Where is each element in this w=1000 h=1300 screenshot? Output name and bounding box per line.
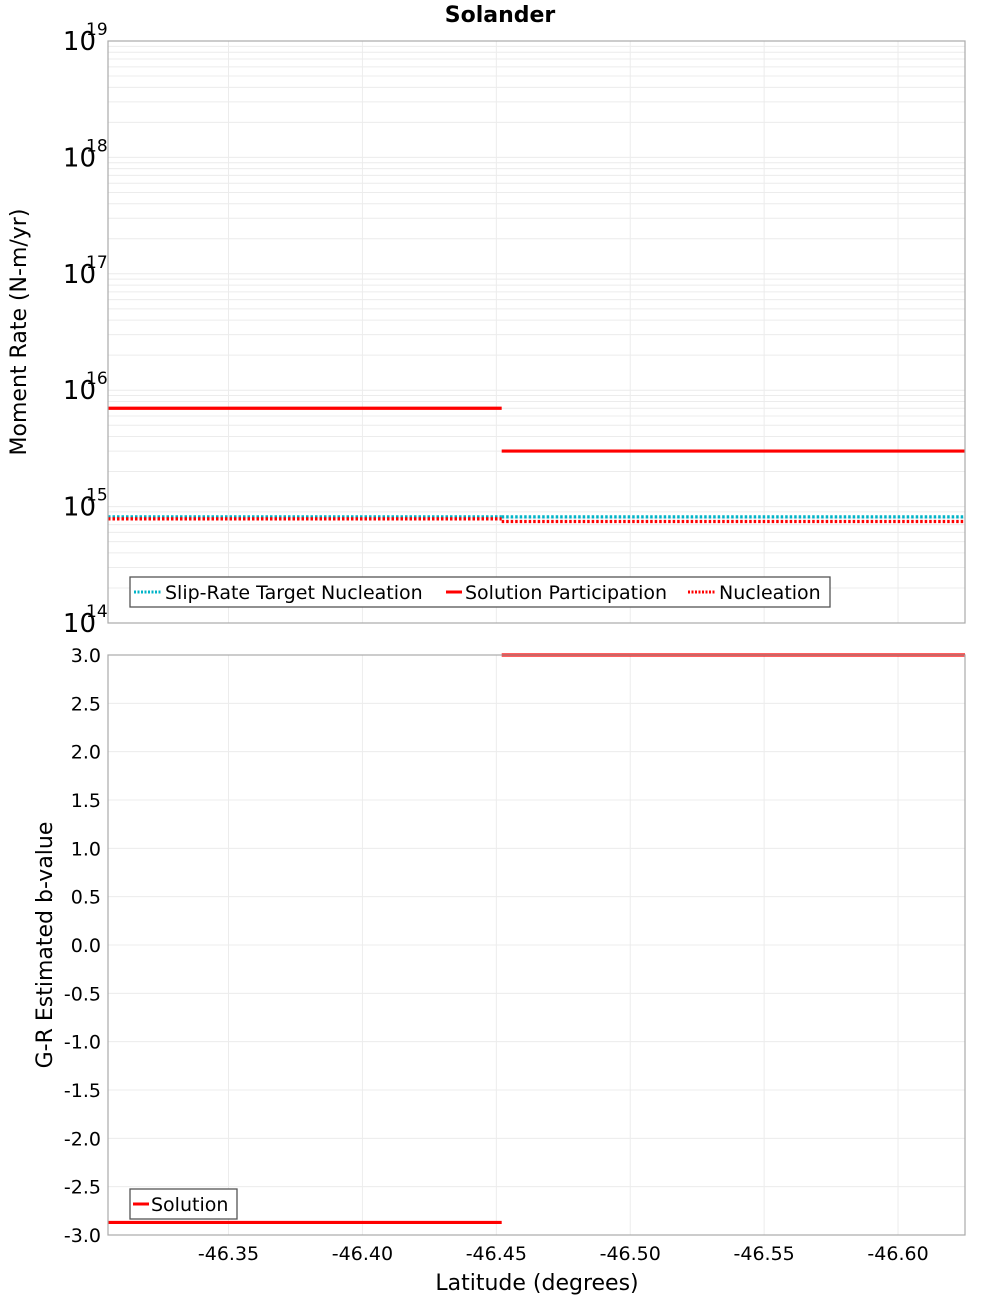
y-tick-label: -2.5 <box>64 1177 101 1199</box>
x-axis-label: Latitude (degrees) <box>435 1271 638 1296</box>
y-tick-label: -2.0 <box>64 1128 101 1150</box>
legend-label-slip-rate: Slip-Rate Target Nucleation <box>165 582 423 604</box>
y-tick-label: 2.0 <box>71 742 101 764</box>
x-tick-label: -46.45 <box>466 1243 527 1265</box>
top-legend: Slip-Rate Target Nucleation Solution Par… <box>130 577 830 607</box>
y-tick-exponent: 14 <box>86 602 108 622</box>
x-tick-label: -46.50 <box>600 1243 661 1265</box>
x-tick-label: -46.55 <box>734 1243 795 1265</box>
x-tick-label: -46.60 <box>867 1243 928 1265</box>
y-tick-exponent: 17 <box>86 253 108 273</box>
y-tick-label: 1.5 <box>71 790 101 812</box>
y-tick-exponent: 15 <box>86 486 108 506</box>
top-y-axis-label: Moment Rate (N-m/yr) <box>7 209 32 456</box>
y-tick-label: -1.0 <box>64 1032 101 1054</box>
y-tick-label: -0.5 <box>64 983 101 1005</box>
chart-figure: Solander 101910181017101610151014 Moment… <box>0 0 1000 1300</box>
y-tick-exponent: 19 <box>86 20 108 40</box>
legend-label-solution-participation: Solution Participation <box>465 582 667 604</box>
y-tick-label: 3.0 <box>71 645 101 667</box>
bottom-legend: Solution <box>130 1189 237 1219</box>
b-value-plot: 3.0 2.5 2.0 1.5 1.0 0.5 0.0 -0.5 -1.0 -1.5 -2.0 -2.… <box>33 645 965 1296</box>
y-tick-label: 2.5 <box>71 693 101 715</box>
y-tick-label: 0.5 <box>71 887 101 909</box>
top-y-tick-labels: 101910181017101610151014 <box>63 20 108 639</box>
x-tick-label: -46.40 <box>332 1243 393 1265</box>
y-tick-label: -3.0 <box>64 1225 101 1247</box>
y-tick-label: -1.5 <box>64 1080 101 1102</box>
y-tick-label: 1.0 <box>71 838 101 860</box>
y-tick-exponent: 18 <box>86 136 108 156</box>
x-tick-labels: -46.35 -46.40 -46.45 -46.50 -46.55 -46.60 <box>198 1243 929 1265</box>
bottom-y-axis-label: G-R Estimated b-value <box>33 822 58 1069</box>
legend-label-nucleation: Nucleation <box>719 582 821 604</box>
chart-title: Solander <box>445 3 556 28</box>
y-tick-exponent: 16 <box>86 369 108 389</box>
x-tick-label: -46.35 <box>198 1243 259 1265</box>
bottom-y-tick-labels: 3.0 2.5 2.0 1.5 1.0 0.5 0.0 -0.5 -1.0 -1.5 -2.0 -2.… <box>64 645 101 1247</box>
legend-label-solution: Solution <box>151 1194 228 1216</box>
y-tick-label: 0.0 <box>71 935 101 957</box>
moment-rate-plot: 101910181017101610151014 Moment Rate (N-… <box>7 20 965 639</box>
